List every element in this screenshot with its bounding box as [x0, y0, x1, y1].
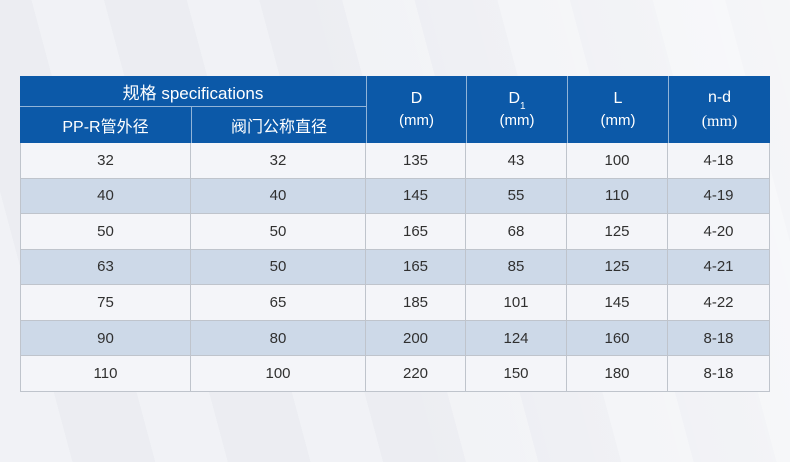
table-cell: 40: [191, 178, 365, 214]
table-cell: 90: [21, 320, 190, 356]
table-cell: 101: [466, 285, 566, 320]
table-cell: 43: [466, 143, 566, 178]
table-header: 规格 specifications PP-R管外径 阀门公称直径 D (mm) …: [20, 76, 770, 143]
table-cell: 85: [466, 249, 566, 285]
table-cell: 50: [21, 214, 190, 249]
column-unit: (mm): [701, 112, 738, 130]
table-cell: 125: [567, 249, 667, 285]
table-cell: 165: [366, 214, 465, 249]
table-cell: 200: [366, 320, 465, 356]
column-name: D: [410, 89, 423, 107]
column-unit: (mm): [499, 112, 535, 130]
table-cell: 4-19: [668, 178, 769, 214]
table-cell: 185: [366, 285, 465, 320]
table-cell: 145: [567, 285, 667, 320]
column-name: L: [613, 89, 623, 107]
table-cell: 110: [567, 178, 667, 214]
table-cell: 80: [191, 320, 365, 356]
column-header-D: D (mm): [366, 76, 466, 143]
table-cell: 63: [21, 249, 190, 285]
column-header-pipe-outer-diameter: PP-R管外径: [62, 119, 149, 136]
table-cell: 4-18: [668, 143, 769, 178]
column-name: D: [508, 89, 520, 107]
table-cell: 180: [567, 356, 667, 391]
table-cell: 8-18: [668, 320, 769, 356]
table-cell: 125: [567, 214, 667, 249]
column-unit: (mm): [399, 112, 434, 130]
column-name: n-d: [707, 88, 732, 106]
column-name-subscript: 1: [520, 100, 526, 112]
table-cell: 100: [567, 143, 667, 178]
table-cell: 8-18: [668, 356, 769, 391]
table-cell: 75: [21, 285, 190, 320]
table-cell: 40: [21, 178, 190, 214]
table-cell: 65: [191, 285, 365, 320]
table-cell: 135: [366, 143, 465, 178]
spec-subheader-row: PP-R管外径 阀门公称直径: [20, 107, 366, 143]
table-cell: 150: [466, 356, 566, 391]
table-cell: 32: [191, 143, 365, 178]
table-cell: 160: [567, 320, 667, 356]
table-cell: 145: [366, 178, 465, 214]
table-cell: 50: [191, 214, 365, 249]
table-cell: 4-22: [668, 285, 769, 320]
column-header-L: L (mm): [567, 76, 668, 143]
table-cell: 68: [466, 214, 566, 249]
table-cell: 4-21: [668, 249, 769, 285]
table-cell: 4-20: [668, 214, 769, 249]
table-cell: 32: [21, 143, 190, 178]
table-cell: 100: [191, 356, 365, 391]
table-cell: 124: [466, 320, 566, 356]
table-body: 32 32 135 43 100 4-18 40 40 145 55 110 4-19 50 50 165 6…: [20, 143, 770, 392]
spec-group-title: 规格 specifications: [20, 76, 366, 107]
column-unit: (mm): [600, 112, 636, 130]
table-cell: 110: [21, 356, 190, 391]
table-cell: 165: [366, 249, 465, 285]
table-cell: 55: [466, 178, 566, 214]
table-cell: 50: [191, 249, 365, 285]
spec-group-header: 规格 specifications PP-R管外径 阀门公称直径: [20, 76, 366, 143]
spec-table: 规格 specifications PP-R管外径 阀门公称直径 D (mm) …: [20, 76, 770, 392]
column-header-valve-nominal-diameter: 阀门公称直径: [191, 107, 366, 143]
table-cell: 220: [366, 356, 465, 391]
column-header-n-d: n-d (mm): [668, 76, 770, 143]
column-header-D1: D1 (mm): [466, 76, 567, 143]
